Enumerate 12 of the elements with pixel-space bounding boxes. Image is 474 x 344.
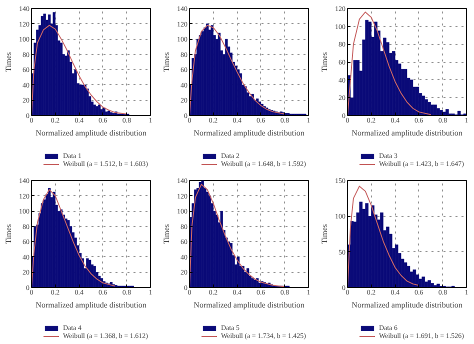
y-axis-title: Times xyxy=(162,52,171,72)
y-axis-title: Times xyxy=(320,224,329,244)
x-axis-title: Normalized amplitude distribution xyxy=(194,128,304,138)
x-axis-title: Normalized amplitude distribution xyxy=(352,300,462,310)
y-axis-title: Times xyxy=(162,224,171,244)
x-axis-title: Normalized amplitude distribution xyxy=(36,300,146,310)
x-axis-title: Normalized amplitude distribution xyxy=(352,128,462,138)
y-axis-title: Times xyxy=(320,52,329,72)
x-axis-title: Normalized amplitude distribution xyxy=(36,128,146,138)
y-axis-title: Times xyxy=(4,52,13,72)
x-axis-title: Normalized amplitude distribution xyxy=(194,300,304,310)
y-axis-title: Times xyxy=(4,224,13,244)
